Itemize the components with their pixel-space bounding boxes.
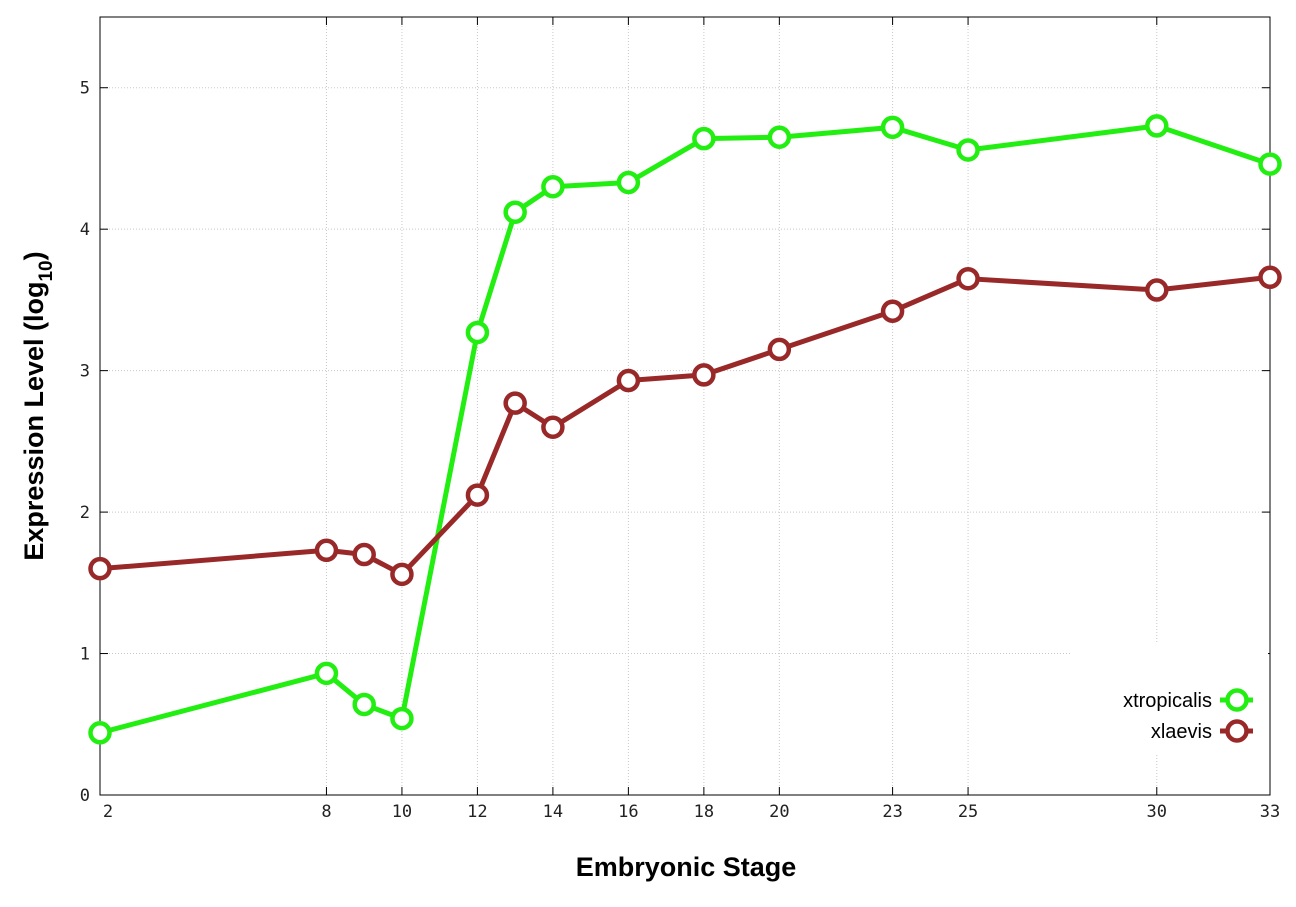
data-point-xtropicalis xyxy=(352,692,376,717)
y-tick-label: 5 xyxy=(80,79,90,99)
x-tick-label: 23 xyxy=(882,802,902,822)
x-tick-label: 30 xyxy=(1147,802,1167,822)
legend-marker-xlaevis xyxy=(1225,719,1249,743)
series-line-xtropicalis xyxy=(99,123,1271,736)
data-point-xlaevis xyxy=(390,562,414,587)
data-point-xlaevis xyxy=(465,483,490,507)
data-point-xlaevis xyxy=(503,391,527,415)
plot-frame xyxy=(99,16,1271,796)
legend-label-xtropicalis: xtropicalis xyxy=(1123,690,1212,712)
legend: xtropicalis xlaevis xyxy=(1072,643,1268,753)
data-point-xlaevis xyxy=(767,337,792,362)
x-tick-label: 2 xyxy=(103,802,113,822)
data-point-xtropicalis xyxy=(880,115,905,140)
data-point-xtropicalis xyxy=(465,320,490,345)
data-point-xlaevis xyxy=(1145,278,1169,302)
x-tick-label: 18 xyxy=(694,802,714,822)
y-axis-title: Expression Level (log10) xyxy=(19,251,57,560)
series-layer xyxy=(88,114,1282,745)
data-point-xlaevis xyxy=(314,538,339,563)
y-tick-label: 2 xyxy=(80,503,90,523)
data-point-xtropicalis xyxy=(88,721,112,745)
data-point-xtropicalis xyxy=(692,126,716,151)
data-point-xtropicalis xyxy=(1258,152,1282,176)
x-tick-label: 10 xyxy=(392,802,412,822)
data-point-xlaevis xyxy=(88,556,112,581)
x-tick-label: 8 xyxy=(321,802,331,822)
series-line-xlaevis xyxy=(99,274,1271,577)
x-tick-label: 20 xyxy=(769,802,789,822)
series-xlaevis xyxy=(88,265,1282,587)
data-point-xtropicalis xyxy=(314,661,339,686)
data-point-xtropicalis xyxy=(956,138,980,162)
x-axis-title: Embryonic Stage xyxy=(576,852,797,882)
data-point-xlaevis xyxy=(880,299,905,323)
data-point-xlaevis xyxy=(616,368,641,393)
data-point-xlaevis xyxy=(1258,265,1282,290)
y-axis-title-subscript: 10 xyxy=(36,260,57,281)
x-tick-label: 25 xyxy=(958,802,978,822)
y-axis-title-close: ) xyxy=(19,251,49,260)
data-point-xtropicalis xyxy=(1145,114,1169,138)
x-tick-label: 12 xyxy=(467,802,487,822)
series-xtropicalis xyxy=(88,114,1282,745)
data-point-xlaevis xyxy=(956,266,980,291)
x-tick-label: 16 xyxy=(618,802,638,822)
x-tick-label: 33 xyxy=(1260,802,1280,822)
y-tick-label: 3 xyxy=(80,362,90,382)
data-point-xtropicalis xyxy=(541,174,565,199)
legend-label-xlaevis: xlaevis xyxy=(1151,721,1212,743)
data-point-xlaevis xyxy=(352,542,376,567)
y-tick-label: 4 xyxy=(80,220,90,240)
data-point-xtropicalis xyxy=(390,706,414,731)
data-point-xtropicalis xyxy=(616,170,641,195)
data-point-xtropicalis xyxy=(503,200,527,224)
y-axis-title-main: Expression Level (log xyxy=(19,282,49,561)
data-point-xlaevis xyxy=(692,363,716,387)
data-point-xtropicalis xyxy=(767,125,792,149)
legend-marker-xtropicalis xyxy=(1225,688,1249,712)
y-tick-label: 1 xyxy=(80,645,90,665)
y-tick-label: 0 xyxy=(80,786,90,806)
x-tick-label: 14 xyxy=(543,802,563,822)
data-point-xlaevis xyxy=(541,415,565,439)
